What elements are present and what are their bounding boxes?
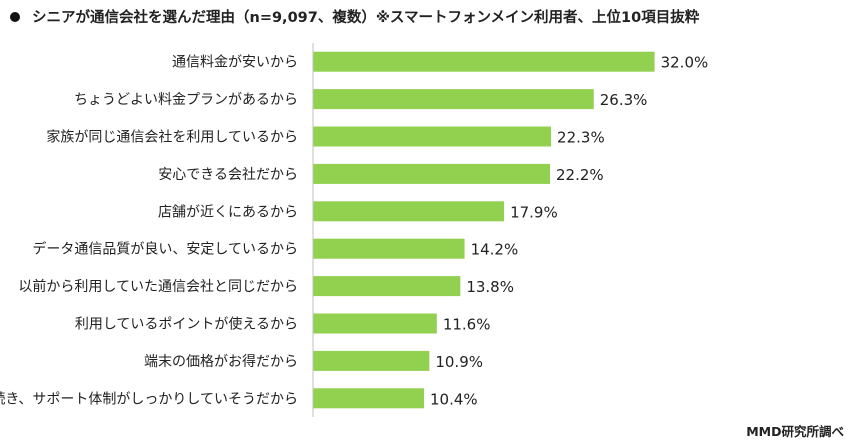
bar: [313, 238, 465, 259]
value-label: 22.2%: [556, 166, 604, 184]
value-label: 10.4%: [430, 390, 478, 408]
value-label: 11.6%: [443, 316, 491, 334]
source-credit: MMD研究所調べ: [746, 424, 844, 439]
bar: [313, 163, 550, 184]
category-label: 手続き、サポート体制がしっかりしていそうだから: [0, 390, 298, 407]
value-label: 14.2%: [471, 241, 519, 259]
category-label: 家族が同じ通信会社を利用しているから: [46, 129, 298, 146]
bar: [313, 126, 552, 147]
value-label: 13.8%: [466, 278, 514, 296]
value-label: 26.3%: [600, 91, 648, 109]
value-label: 10.9%: [435, 353, 483, 371]
category-label: 以前から利用していた通信会社と同じだから: [18, 278, 298, 295]
category-label: 安心できる会社だから: [158, 167, 298, 183]
bar: [313, 51, 655, 72]
value-label: 17.9%: [510, 203, 558, 221]
bar: [313, 89, 594, 110]
bullet-icon: [10, 11, 20, 22]
chart-title: シニアが通信会社を選んだ理由（n=9,097、複数）※スマートフォンメイン利用者…: [10, 6, 699, 27]
value-label: 32.0%: [661, 54, 709, 72]
category-label: 店舗が近くにあるから: [158, 204, 298, 220]
value-label: 22.3%: [557, 129, 605, 147]
category-label: ちょうどよい料金プランがあるから: [74, 92, 298, 108]
bar: [313, 350, 430, 371]
chart-title-text: シニアが通信会社を選んだ理由（n=9,097、複数）※スマートフォンメイン利用者…: [32, 10, 700, 26]
category-label: 通信料金が安いから: [172, 55, 298, 71]
category-label: 端末の価格がお得だから: [144, 353, 298, 370]
bar: [313, 201, 505, 222]
bar: [313, 276, 461, 297]
category-label: データ通信品質が良い、安定しているから: [32, 241, 298, 258]
category-label: 利用しているポイントが使えるから: [75, 316, 298, 333]
bar: [313, 388, 425, 409]
bar: [313, 313, 437, 334]
